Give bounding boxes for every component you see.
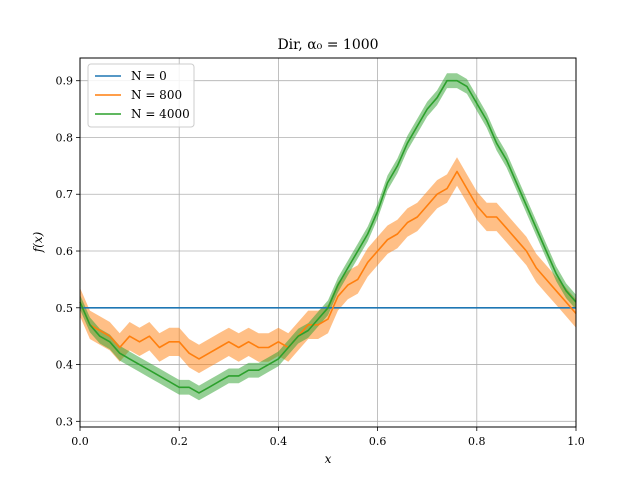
y-tick-label: 0.5 <box>56 302 74 315</box>
y-axis-ticks: 0.3 0.4 0.5 0.6 0.7 0.8 0.9 <box>56 75 80 428</box>
x-tick-label: 0.4 <box>270 435 288 448</box>
legend-label-1: N = 800 <box>131 88 182 102</box>
series-lines <box>79 79 577 394</box>
legend-box <box>87 63 195 128</box>
line-series-2 <box>79 79 577 394</box>
axes-frame <box>79 57 577 428</box>
x-tick-label: 0.8 <box>468 435 486 448</box>
y-tick-label: 0.7 <box>56 188 74 201</box>
y-tick-label: 0.9 <box>56 75 74 88</box>
y-axis-label: f(x) <box>31 231 45 253</box>
legend-label-0: N = 0 <box>131 69 167 83</box>
y-tick-label: 0.8 <box>56 131 74 144</box>
x-axis-label: x <box>325 452 332 466</box>
line-series-1 <box>79 170 577 360</box>
chart-title: Dir, α₀ = 1000 <box>277 37 378 53</box>
band-series-1 <box>80 157 576 374</box>
x-tick-label: 0.6 <box>369 435 387 448</box>
x-tick-label: 0.0 <box>71 435 89 448</box>
y-tick-label: 0.6 <box>56 245 74 258</box>
confidence-bands <box>80 73 576 401</box>
x-axis-ticks: 0.0 0.2 0.4 0.6 0.8 1.0 <box>71 427 585 448</box>
y-tick-label: 0.3 <box>56 415 74 428</box>
x-tick-label: 0.2 <box>170 435 188 448</box>
legend-label-2: N = 4000 <box>131 107 190 121</box>
legend: N = 0 N = 800 N = 4000 <box>87 63 195 128</box>
x-tick-label: 1.0 <box>567 435 585 448</box>
y-tick-label: 0.4 <box>56 359 74 372</box>
